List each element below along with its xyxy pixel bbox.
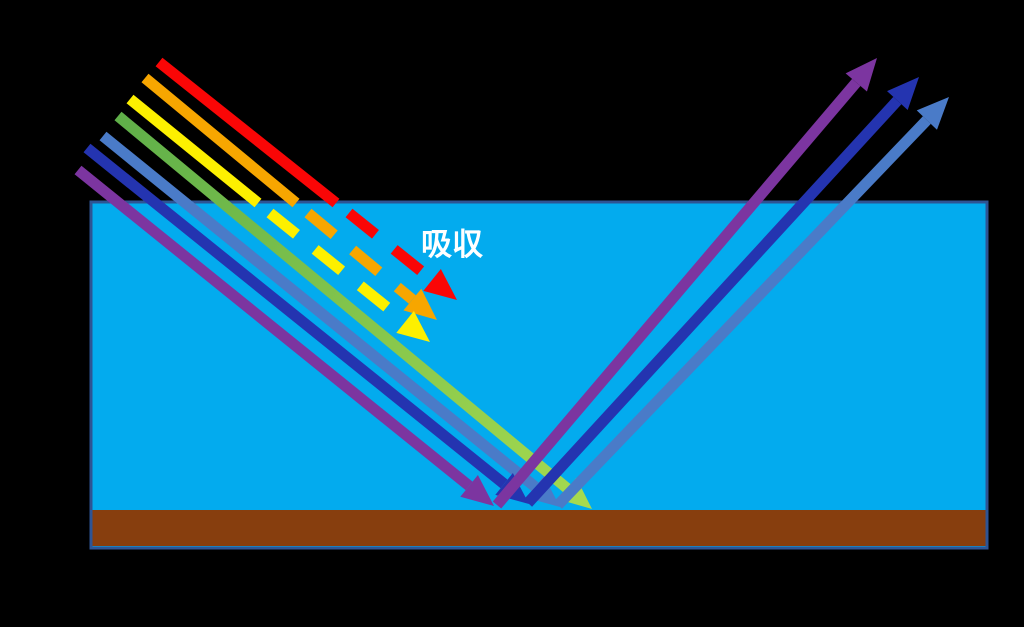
beam-orange-absorbed-dashed — [304, 208, 416, 304]
beam-purple-arrowhead — [460, 475, 494, 506]
seabed — [92, 510, 986, 546]
beam-green-incident — [114, 111, 571, 493]
beam-light-blue-incident — [99, 131, 539, 492]
beam-red-arrowhead — [423, 269, 457, 300]
beam-dark-blue-reflected-arrowhead — [887, 77, 919, 111]
beam-red-incident — [155, 57, 340, 208]
beam-yellow-arrowhead — [396, 311, 430, 342]
beam-purple-incident — [74, 165, 473, 491]
light-beams — [74, 57, 949, 509]
beam-purple-reflected-arrowhead — [845, 58, 877, 92]
absorption-label: 吸収 — [421, 227, 483, 262]
beam-dark-blue-reflected — [523, 96, 902, 507]
beam-yellow-incident — [126, 94, 262, 208]
water-border — [89, 200, 989, 550]
beam-red-absorbed-dashed — [345, 208, 436, 285]
beam-dark-blue-incident — [83, 143, 508, 489]
beam-orange-arrowhead — [403, 288, 437, 320]
beam-yellow-absorbed-dashed — [266, 208, 409, 327]
beam-light-blue-reflected-arrowhead — [916, 97, 949, 130]
beam-orange-incident — [141, 73, 300, 208]
beam-purple-reflected — [492, 78, 861, 509]
beam-light-blue-reflected — [554, 116, 931, 509]
